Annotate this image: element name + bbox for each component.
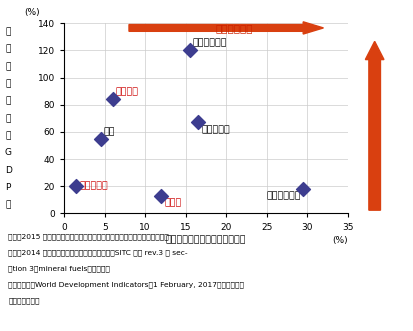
Text: フィリピン: フィリピン [79,182,108,191]
Point [97,136,104,141]
Point [186,48,192,53]
Text: 財: 財 [6,27,11,36]
Point [299,186,306,192]
FancyArrow shape [129,22,323,34]
Text: インド: インド [164,199,181,208]
Text: (%): (%) [331,236,347,245]
Point [158,193,164,199]
Text: G: G [5,148,12,158]
Text: 資源依存度高: 資源依存度高 [215,23,252,33]
Text: インドネシア: インドネシア [266,192,300,201]
Text: 輸出依存度高: 輸出依存度高 [369,102,378,134]
Text: 備考：2015 年ベース（インドネシアとベトナムの鉱物性燃料／財輸出額の: 備考：2015 年ベース（インドネシアとベトナムの鉱物性燃料／財輸出額の [8,233,169,240]
Text: 比: 比 [6,200,11,209]
X-axis label: 鉱物性燃料の輸出额／財輸出额: 鉱物性燃料の輸出额／財輸出额 [165,236,246,245]
Text: tion 3（mineral fuels）を指す。: tion 3（mineral fuels）を指す。 [8,265,110,272]
Point [73,184,79,189]
Text: ベトナム: ベトナム [116,88,139,97]
Text: タイ: タイ [104,127,115,136]
Text: 名: 名 [6,114,11,123]
Point [194,120,201,125]
Text: 目: 目 [6,131,11,140]
Text: 産業省作成。: 産業省作成。 [8,297,40,304]
Text: マレーシア: マレーシア [201,125,229,134]
Text: ／: ／ [6,97,11,106]
Text: (%): (%) [24,9,40,18]
Text: 輸: 輸 [6,45,11,54]
Point [109,97,116,102]
Text: み、2014 年ベース）。なお、鉱物性燃料は、SITC 分類 rev.3 の sec-: み、2014 年ベース）。なお、鉱物性燃料は、SITC 分類 rev.3 の s… [8,249,188,256]
Text: 資料：世銀「World Development Indicators（1 February, 2017）」から経済: 資料：世銀「World Development Indicators（1 Feb… [8,281,244,288]
Text: シンガポール: シンガポール [192,39,227,48]
Text: 额: 额 [6,79,11,88]
Text: 出: 出 [6,62,11,71]
Text: D: D [5,166,12,175]
Text: P: P [6,183,11,192]
